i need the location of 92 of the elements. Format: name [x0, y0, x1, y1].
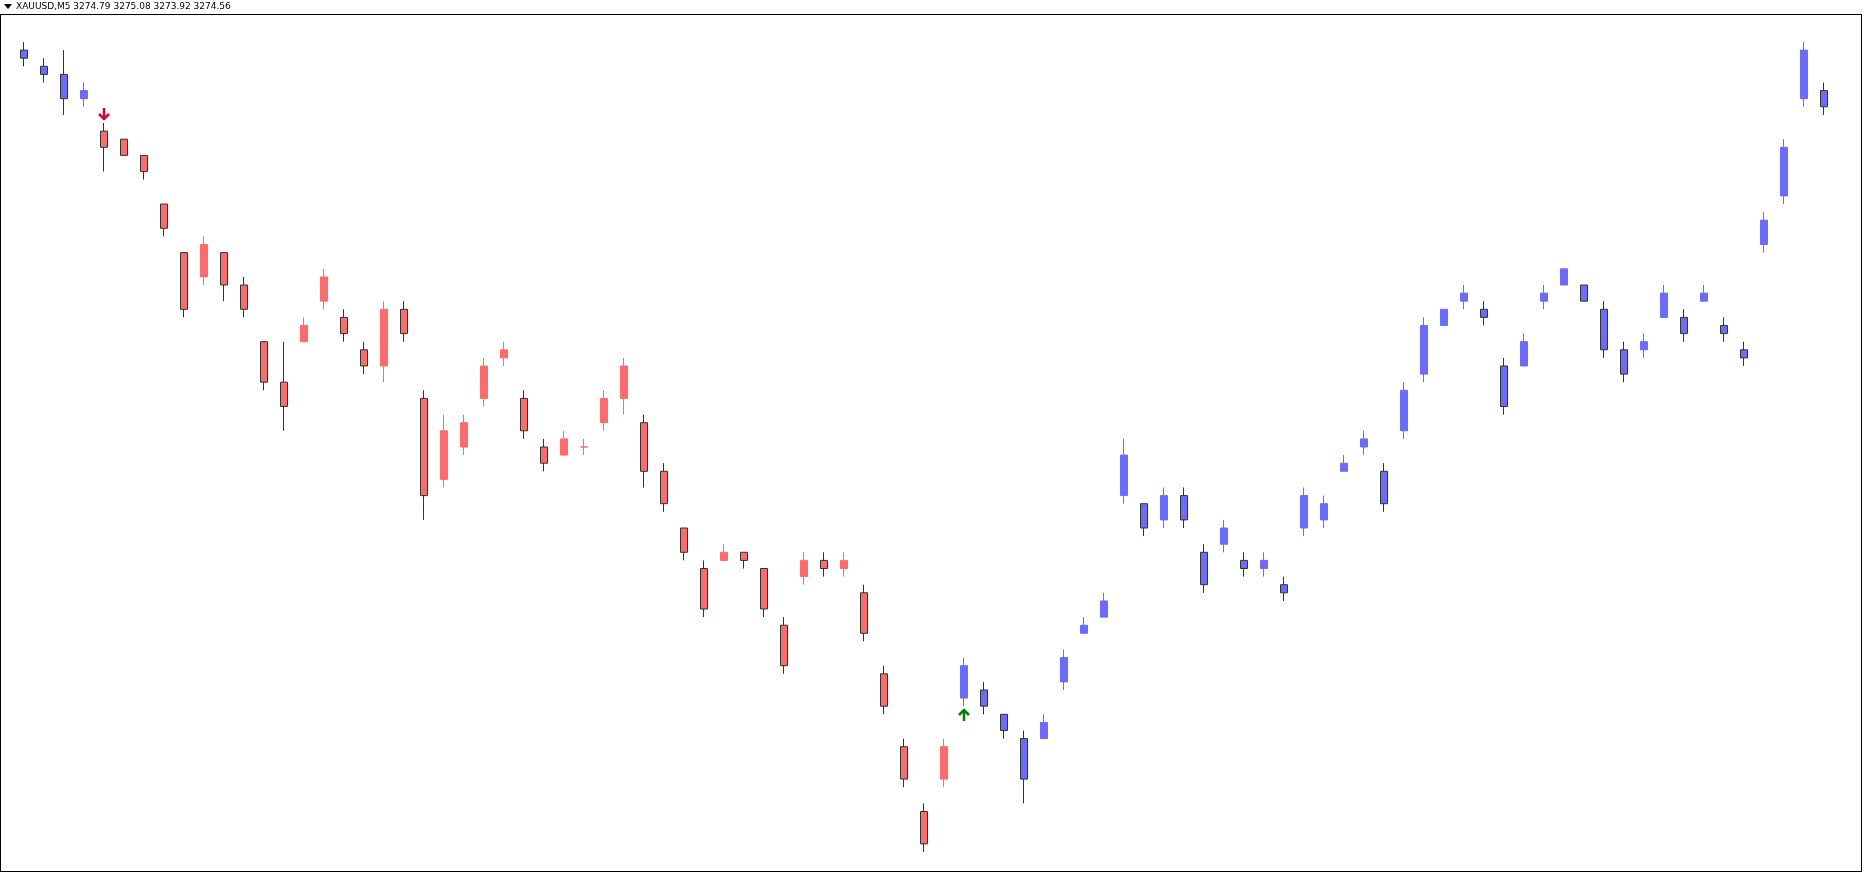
candlestick — [1120, 438, 1128, 505]
candlestick — [1820, 82, 1828, 116]
candlestick — [180, 252, 188, 318]
candlestick — [1460, 284, 1468, 310]
candlestick — [1420, 316, 1428, 383]
chart-title: XAUUSD,M5 3274.79 3275.08 3273.92 3274.56 — [16, 1, 231, 11]
candlestick — [1520, 333, 1528, 367]
candlestick — [440, 414, 448, 488]
candlestick — [160, 203, 168, 237]
candlestick — [580, 438, 588, 456]
candlestick — [1080, 616, 1088, 634]
candlestick — [240, 276, 248, 318]
candlestick — [620, 357, 628, 416]
candlestick — [260, 341, 268, 391]
candlestick — [420, 389, 428, 521]
candlestick — [1300, 487, 1308, 537]
candlestick — [1180, 487, 1188, 529]
candlestick — [860, 584, 868, 642]
candlestick — [840, 551, 848, 578]
candlestick — [1620, 341, 1628, 383]
candlestick — [1760, 211, 1768, 254]
candlestick — [140, 154, 148, 181]
candlestick — [1560, 268, 1568, 286]
candlestick — [940, 738, 948, 788]
candlestick — [980, 681, 988, 715]
candlestick — [1640, 333, 1648, 359]
candlestick — [1600, 300, 1608, 359]
candlestick — [340, 308, 348, 343]
candlestick — [560, 430, 568, 456]
candlestick — [1700, 284, 1708, 302]
candlestick — [360, 341, 368, 375]
candlestick — [400, 300, 408, 343]
candlestick — [520, 389, 528, 440]
candlestick — [920, 802, 928, 853]
candlestick — [1280, 576, 1288, 602]
candlestick — [60, 49, 68, 116]
candlestick — [720, 543, 728, 561]
candlestick — [640, 414, 648, 488]
candlestick — [1200, 543, 1208, 594]
candlestick — [200, 235, 208, 286]
candlestick — [1780, 138, 1788, 205]
candlestick — [1000, 713, 1008, 740]
candlestick — [540, 438, 548, 472]
candlestick — [20, 41, 28, 67]
candlestick — [320, 268, 328, 310]
candlestick — [1060, 649, 1068, 691]
candlestick — [680, 527, 688, 561]
candlestick — [1260, 551, 1268, 578]
candlestick — [600, 389, 608, 432]
candlestick — [800, 551, 808, 586]
candlestick — [280, 341, 288, 432]
candlestick — [1680, 308, 1688, 343]
candlestick — [1500, 357, 1508, 416]
candlestick — [1160, 487, 1168, 529]
candlestick — [1800, 41, 1808, 108]
candlestick — [1480, 300, 1488, 326]
candlestick — [1380, 462, 1388, 513]
candlestick — [220, 252, 228, 302]
candlestick — [80, 82, 88, 108]
candlestick — [120, 138, 128, 156]
candlestick — [1020, 730, 1028, 804]
candlestick — [740, 551, 748, 569]
candlestick — [1220, 519, 1228, 553]
candlestick — [40, 57, 48, 83]
candlestick — [1040, 713, 1048, 740]
candlestick — [300, 316, 308, 343]
candlestick — [900, 738, 908, 788]
candlestick — [380, 300, 388, 383]
candlestick — [1660, 284, 1668, 318]
candlestick — [820, 551, 828, 578]
candlestick — [760, 568, 768, 618]
candlestick — [780, 616, 788, 675]
candlestick — [1100, 592, 1108, 618]
candlestick — [1440, 308, 1448, 326]
candlestick — [660, 462, 668, 513]
candlestick — [960, 657, 968, 707]
candlestick — [880, 665, 888, 715]
candlestick — [1360, 430, 1368, 456]
candlestick — [480, 357, 488, 407]
candlestick — [1580, 284, 1588, 302]
candlestick — [1740, 341, 1748, 367]
candlestick — [1540, 284, 1548, 310]
candlestick — [1720, 316, 1728, 343]
candlestick — [500, 341, 508, 367]
candlestick — [1140, 503, 1148, 537]
candlestick — [1400, 381, 1408, 440]
candlestick — [100, 122, 108, 173]
candlestick — [700, 559, 708, 618]
candlestick — [1240, 551, 1248, 578]
candlestick — [1340, 454, 1348, 472]
candlestick — [460, 414, 468, 456]
candlestick — [1320, 495, 1328, 529]
